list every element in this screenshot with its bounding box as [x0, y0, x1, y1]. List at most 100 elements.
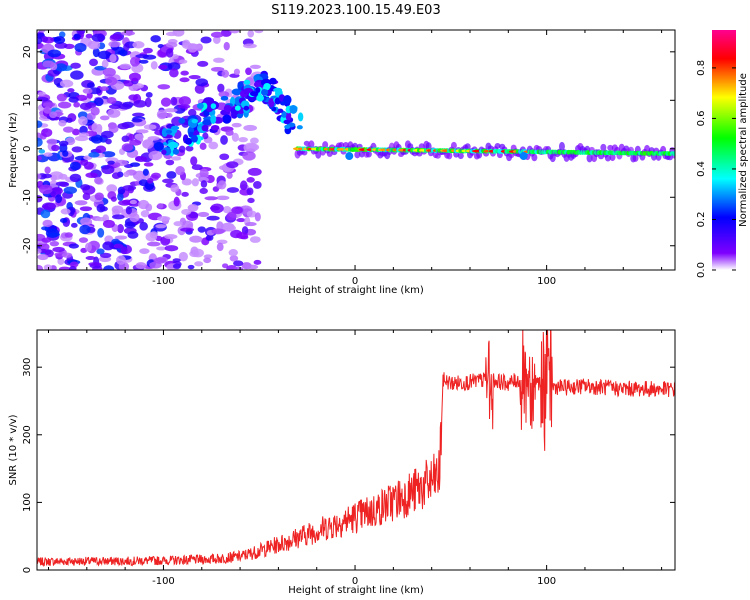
spectrogram-y-axis-label: Frequency (Hz)	[8, 112, 19, 188]
heatmap-cell	[201, 124, 209, 132]
heatmap-cell	[283, 95, 292, 105]
heatmap-cell	[178, 251, 188, 262]
snr-y-tick-label: 100	[22, 493, 33, 512]
heatmap-cell	[297, 112, 304, 122]
colorbar-tick-label: 0.4	[696, 161, 707, 177]
spectrogram-y-tick-label: -10	[22, 189, 33, 205]
heatmap-cell	[121, 30, 135, 36]
heatmap-cell	[236, 232, 248, 240]
heatmap-cell	[71, 222, 78, 228]
heatmap-cell	[231, 122, 242, 128]
heatmap-cell	[354, 151, 361, 159]
heatmap-cell	[249, 236, 261, 243]
heatmap-cell	[187, 264, 195, 270]
heatmap-cell	[55, 194, 63, 204]
heatmap-cell	[175, 166, 185, 176]
heatmap-cell	[220, 95, 229, 101]
heatmap-cell	[112, 214, 125, 220]
heatmap-cell	[111, 172, 121, 180]
heatmap-cell	[187, 204, 199, 212]
colorbar-tick-label: 0.0	[696, 262, 707, 278]
heatmap-cell	[129, 212, 140, 223]
heatmap-cell	[164, 245, 179, 252]
heatmap-cell	[243, 124, 257, 131]
heatmap-cell	[217, 83, 225, 93]
snr-y-axis-label: SNR (10 * v/v)	[8, 414, 19, 485]
heatmap-cell	[210, 66, 225, 72]
heatmap-cell	[106, 184, 118, 193]
colorbar-tick-label: 0.8	[696, 60, 707, 76]
heatmap-cell	[180, 70, 189, 76]
heatmap-cell	[132, 112, 145, 117]
heatmap-cell	[263, 83, 271, 90]
heatmap-cell	[277, 108, 284, 114]
heatmap-cell	[78, 132, 90, 138]
heatmap-cell	[42, 202, 56, 210]
heatmap-cell	[74, 42, 87, 53]
heatmap-cell	[197, 211, 210, 218]
heatmap-cell	[113, 243, 124, 249]
heatmap-cell	[195, 78, 209, 87]
heatmap-cell	[600, 143, 607, 152]
heatmap-cell	[39, 184, 53, 195]
heatmap-cell	[99, 86, 109, 92]
heatmap-cell	[185, 145, 194, 152]
heatmap-cell	[250, 137, 259, 144]
snr-x-tick-label: 100	[537, 576, 556, 587]
heatmap-cell	[119, 49, 128, 57]
heatmap-cell	[138, 179, 149, 187]
heatmap-cell	[85, 172, 98, 178]
heatmap-cell	[151, 172, 161, 179]
heatmap-cell	[246, 210, 257, 218]
heatmap-cell	[108, 40, 121, 48]
heatmap-cell	[108, 124, 119, 134]
heatmap-cell	[672, 151, 675, 157]
colorbar-tick-label: 0.6	[696, 110, 707, 126]
heatmap-cell	[256, 94, 264, 102]
heatmap-cell	[80, 184, 91, 191]
heatmap-cell	[107, 108, 121, 118]
heatmap-cell	[184, 137, 193, 145]
heatmap-cell	[157, 203, 164, 209]
heatmap-cell	[114, 235, 128, 240]
heatmap-cell	[190, 156, 198, 166]
heatmap-cell	[301, 149, 308, 156]
heatmap-cell	[44, 166, 51, 174]
heatmap-cell	[140, 210, 150, 218]
heatmap-cell	[194, 261, 204, 267]
heatmap-cell	[213, 57, 225, 63]
heatmap-cell	[78, 237, 89, 243]
heatmap-cell	[226, 171, 233, 179]
spectrogram-x-ticks: -100 0 100	[47, 30, 663, 287]
heatmap-cell	[142, 139, 154, 149]
heatmap-cell	[247, 30, 255, 38]
heatmap-cell	[239, 180, 248, 191]
heatmap-cell	[172, 258, 181, 263]
heatmap-cell	[59, 140, 69, 147]
heatmap-cell	[85, 33, 93, 39]
snr-y-tick-label: 300	[22, 358, 33, 377]
heatmap-cell	[128, 72, 141, 82]
heatmap-cell	[41, 226, 50, 231]
heatmap-cell	[281, 110, 287, 118]
snr-x-tick-label: -100	[152, 576, 175, 587]
heatmap-cell	[69, 161, 81, 171]
heatmap-cell	[284, 124, 291, 129]
heatmap-cell	[283, 119, 291, 125]
heatmap-cell	[268, 98, 275, 108]
heatmap-cell	[105, 138, 112, 145]
heatmap-cell	[47, 49, 62, 58]
heatmap-cell	[253, 259, 262, 265]
heatmap-cell	[139, 248, 150, 254]
heatmap-cell	[38, 149, 46, 154]
heatmap-cell	[249, 64, 261, 69]
heatmap-cell	[150, 60, 158, 70]
heatmap-cell	[54, 42, 68, 49]
heatmap-cell	[173, 221, 183, 227]
heatmap-cell	[128, 94, 138, 101]
heatmap-cell	[123, 171, 130, 178]
heatmap-cell	[94, 176, 103, 185]
heatmap-cell	[129, 56, 140, 67]
heatmap-cell	[450, 141, 457, 150]
heatmap-cell	[210, 103, 217, 109]
